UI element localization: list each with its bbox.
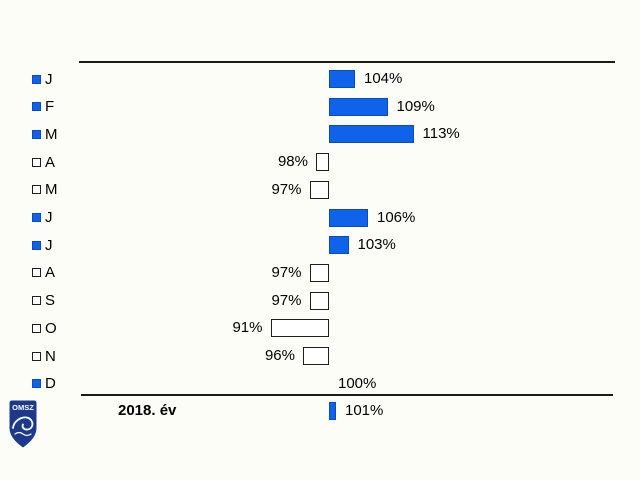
omsz-logo: OMSZ (9, 400, 37, 448)
month-square (32, 213, 41, 222)
value-label: 91% (232, 319, 263, 337)
value-bar (329, 236, 349, 255)
month-square (32, 351, 41, 361)
summary-value-label: 101% (345, 402, 384, 419)
month-label: S (45, 292, 56, 310)
month-label: M (45, 125, 58, 143)
value-bar (329, 97, 388, 116)
bottom-axis-line (81, 394, 613, 396)
value-bar (329, 125, 414, 144)
month-square (32, 323, 41, 333)
month-label: F (45, 98, 55, 116)
value-bar (309, 291, 329, 310)
month-square (32, 379, 41, 389)
month-label: O (45, 319, 57, 337)
value-label: 106% (377, 208, 416, 226)
value-label: 97% (271, 291, 302, 309)
value-label: 109% (396, 97, 435, 115)
logo-wave-small-icon (14, 431, 32, 437)
month-label: J (45, 209, 53, 226)
month-square (32, 102, 41, 112)
top-axis-line (79, 61, 615, 63)
value-label: 113% (422, 125, 460, 143)
value-bar (329, 208, 368, 227)
month-square (32, 268, 41, 278)
month-label: A (45, 264, 56, 282)
value-label: 97% (271, 263, 302, 281)
month-label: A (45, 153, 56, 171)
value-label: 100% (338, 374, 377, 392)
value-label: 97% (271, 180, 302, 198)
month-label: N (45, 347, 56, 365)
month-label: M (45, 181, 58, 199)
month-square (32, 157, 41, 167)
value-bar (270, 319, 329, 338)
month-label: J (45, 70, 53, 88)
value-label: 98% (277, 153, 308, 171)
month-label: J (45, 236, 53, 254)
month-label: D (45, 375, 56, 393)
value-label: 96% (264, 347, 295, 364)
value-bar (303, 347, 329, 365)
month-square (32, 74, 41, 84)
value-bar (309, 263, 329, 282)
summary-value-bar (329, 402, 336, 420)
value-label: 104% (364, 70, 403, 87)
month-square (32, 185, 41, 195)
logo-text: OMSZ (12, 403, 34, 412)
value-label: 103% (357, 236, 396, 254)
month-square (32, 296, 41, 306)
value-bar (316, 153, 329, 172)
summary-year-label: 2018. év (118, 402, 177, 419)
value-bar (309, 180, 329, 199)
value-bar (329, 70, 355, 88)
month-square (32, 129, 41, 139)
month-square (32, 240, 41, 250)
logo-wave-icon (12, 416, 34, 431)
